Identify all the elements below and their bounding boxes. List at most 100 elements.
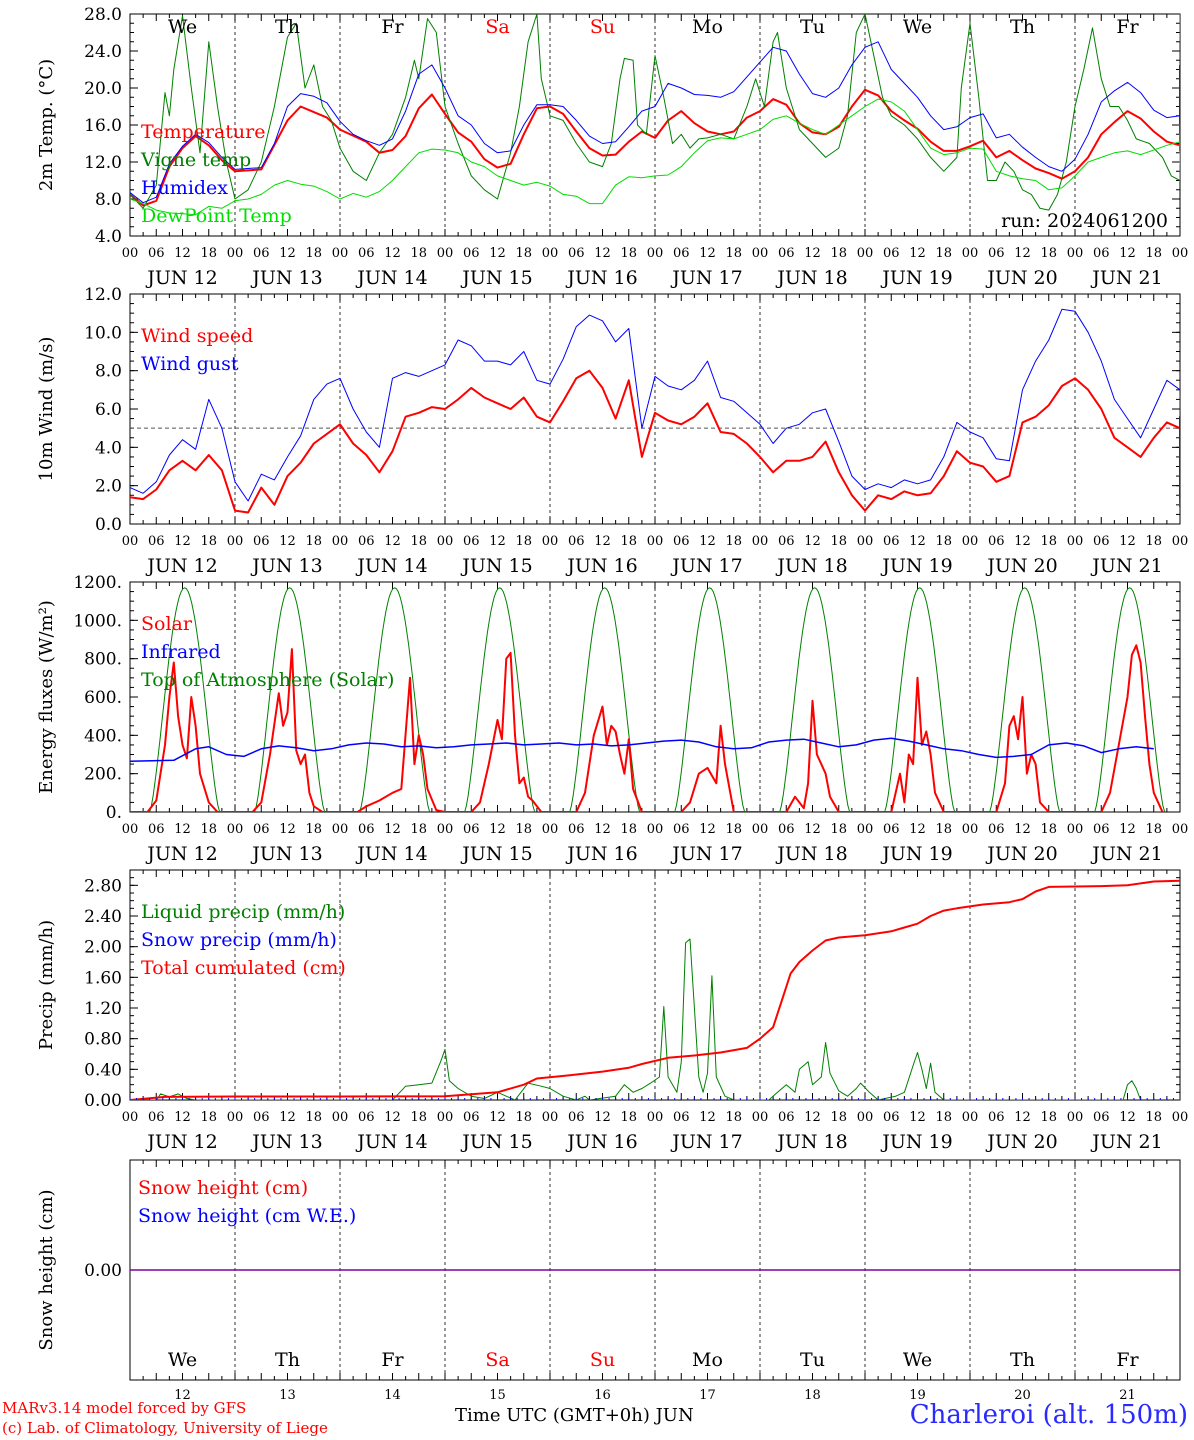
hour-label: 18 (515, 246, 532, 261)
y-tick-label: 0.00 (84, 1091, 122, 1111)
hour-label: 00 (122, 246, 139, 261)
hour-label: 12 (804, 822, 821, 837)
hour-label: 00 (857, 1110, 874, 1125)
station-label: Charleroi (alt. 150m) (909, 1400, 1188, 1430)
y-tick-label: 1.60 (84, 968, 122, 988)
legend-entry: Temperature (141, 121, 265, 143)
hour-label: 12 (384, 1110, 401, 1125)
hour-label: 12 (909, 1110, 926, 1125)
date-label: JUN 19 (880, 1131, 952, 1153)
y-tick-label: 0.00 (84, 1261, 122, 1281)
date-label: JUN 16 (565, 843, 637, 865)
hour-label: 12 (594, 822, 611, 837)
hour-label: 06 (883, 1110, 900, 1125)
legend-entry: Solar (141, 613, 193, 635)
hour-label: 00 (542, 1110, 559, 1125)
date-label: JUN 14 (355, 267, 427, 289)
hour-label: 18 (1145, 534, 1162, 549)
hour-label: 12 (489, 822, 506, 837)
weekday-header: Th (275, 16, 300, 38)
y-tick-label: 4.0 (95, 227, 122, 247)
hour-label: 12 (279, 822, 296, 837)
hour-label: 18 (1145, 822, 1162, 837)
date-label: JUN 21 (1090, 267, 1162, 289)
y-tick-label: 800. (84, 650, 122, 670)
date-label: JUN 15 (460, 555, 532, 577)
x-axis-title: Time UTC (GMT+0h) JUN (455, 1405, 694, 1426)
date-label: JUN 17 (670, 843, 742, 865)
hour-label: 12 (489, 534, 506, 549)
hour-label: 12 (1014, 246, 1031, 261)
date-label: JUN 20 (985, 1131, 1057, 1153)
hour-label: 18 (200, 534, 217, 549)
hour-label: 18 (410, 1110, 427, 1125)
hour-label: 06 (1093, 534, 1110, 549)
y-tick-label: 400. (84, 726, 122, 746)
series-line-dewpoint (130, 98, 1180, 216)
date-label: JUN 13 (250, 267, 322, 289)
date-label: JUN 16 (565, 1131, 637, 1153)
hour-label: 00 (1172, 1110, 1189, 1125)
hour-label: 00 (542, 246, 559, 261)
weekday-footer: Fr (381, 1349, 404, 1371)
hour-label: 06 (778, 1110, 795, 1125)
hour-label: 00 (752, 534, 769, 549)
hour-label: 18 (620, 534, 637, 549)
hour-label: 12 (174, 1110, 191, 1125)
day-number: 13 (279, 1388, 296, 1400)
hour-label: 00 (647, 1110, 664, 1125)
hour-label: 00 (752, 1110, 769, 1125)
hour-label: 06 (1093, 822, 1110, 837)
date-label: JUN 13 (250, 555, 322, 577)
hour-label: 06 (568, 246, 585, 261)
hour-label: 00 (542, 534, 559, 549)
hour-label: 18 (620, 246, 637, 261)
hour-label: 00 (1067, 822, 1084, 837)
meteogram: 4.0 8.0 12.0 16.0 20.0 24.0 28.0 2m Temp. (°C) T… (36, 5, 1189, 1400)
hour-label: 18 (1040, 1110, 1057, 1125)
hour-label: 12 (804, 1110, 821, 1125)
hour-label: 06 (253, 246, 270, 261)
date-label: JUN 18 (775, 843, 847, 865)
hour-label: 06 (1093, 246, 1110, 261)
hour-label: 00 (1172, 534, 1189, 549)
hour-label: 12 (489, 1110, 506, 1125)
hour-label: 12 (1119, 534, 1136, 549)
legend-entry: Snow height (cm) (138, 1177, 308, 1199)
hour-label: 12 (594, 534, 611, 549)
plot-area (130, 879, 1180, 1100)
hour-label: 12 (1014, 534, 1031, 549)
y-tick-label: 8.0 (95, 190, 122, 210)
date-label: JUN 20 (985, 555, 1057, 577)
legend-entry: Wind speed (141, 325, 253, 347)
hour-label: 06 (358, 1110, 375, 1125)
hour-label: 06 (988, 822, 1005, 837)
date-label: JUN 12 (145, 555, 217, 577)
date-label: JUN 18 (775, 267, 847, 289)
weekday-header: We (903, 16, 932, 38)
day-number: 18 (804, 1388, 821, 1400)
hour-label: 18 (1145, 1110, 1162, 1125)
hour-label: 12 (699, 1110, 716, 1125)
hour-label: 18 (935, 1110, 952, 1125)
hour-label: 12 (489, 246, 506, 261)
y-axis-label: 2m Temp. (°C) (36, 59, 57, 191)
weekday-footer: Sa (485, 1349, 509, 1371)
hour-label: 00 (122, 822, 139, 837)
hour-label: 12 (909, 822, 926, 837)
weekday-footer: Th (275, 1349, 300, 1371)
date-label: JUN 14 (355, 843, 427, 865)
hour-label: 18 (515, 1110, 532, 1125)
date-label: JUN 13 (250, 1131, 322, 1153)
legend-entry: Wind gust (141, 353, 239, 375)
hour-label: 12 (384, 534, 401, 549)
plot-area (130, 587, 1166, 812)
hour-label: 00 (1067, 246, 1084, 261)
hour-label: 06 (673, 822, 690, 837)
date-label: JUN 19 (880, 843, 952, 865)
plot-area (130, 308, 1180, 514)
hour-label: 00 (752, 246, 769, 261)
date-label: JUN 17 (670, 555, 742, 577)
hour-label: 00 (1172, 822, 1189, 837)
hour-label: 06 (883, 246, 900, 261)
